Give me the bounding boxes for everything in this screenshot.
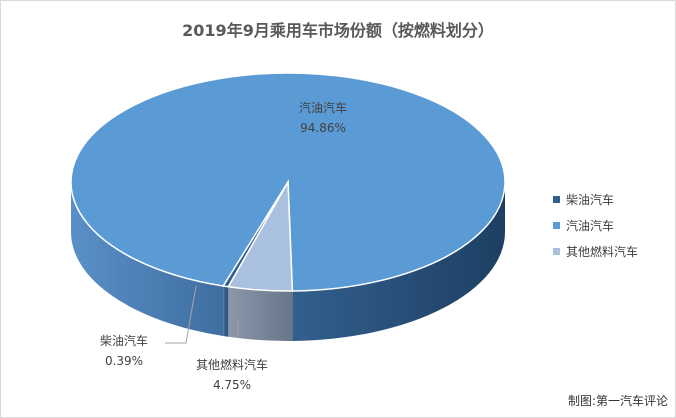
legend-label-gasoline[interactable]: 汽油汽车 bbox=[566, 218, 614, 233]
chart-title: 2019年9月乘用车市场份额（按燃料划分） bbox=[182, 21, 494, 40]
pie-side-other bbox=[228, 286, 293, 341]
label-diesel-name: 柴油汽车 bbox=[100, 333, 148, 348]
pie-side-diesel bbox=[223, 286, 229, 337]
legend-swatch-diesel[interactable] bbox=[553, 196, 560, 203]
credit-text: 制图:第一汽车评论 bbox=[567, 394, 668, 408]
pie-slice-other[interactable] bbox=[227, 179, 294, 292]
legend-swatch-other[interactable] bbox=[553, 248, 560, 255]
legend: 柴油汽车 汽油汽车 其他燃料汽车 bbox=[553, 192, 638, 259]
label-other-name: 其他燃料汽车 bbox=[196, 357, 268, 372]
leader-line-diesel bbox=[165, 285, 197, 344]
label-diesel-value: 0.39% bbox=[105, 354, 143, 368]
label-gasoline-name: 汽油汽车 bbox=[299, 100, 347, 115]
pie-side-gasoline bbox=[71, 182, 505, 341]
label-other-value: 4.75% bbox=[213, 378, 251, 392]
legend-label-diesel[interactable]: 柴油汽车 bbox=[566, 192, 614, 207]
label-gasoline-value: 94.86% bbox=[300, 121, 346, 135]
legend-swatch-gasoline[interactable] bbox=[553, 222, 560, 229]
legend-label-other[interactable]: 其他燃料汽车 bbox=[566, 244, 638, 259]
